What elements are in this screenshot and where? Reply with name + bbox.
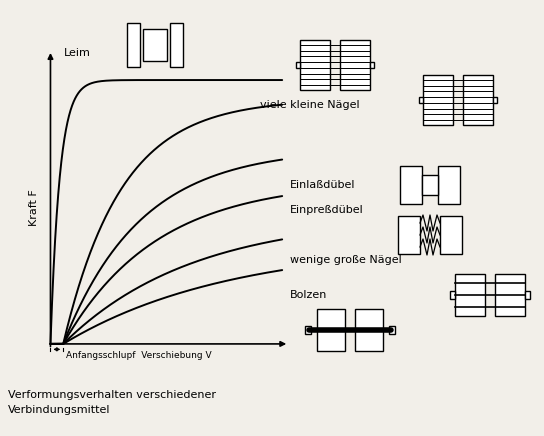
Bar: [422, 175, 438, 195]
Text: wenige große Nägel: wenige große Nägel: [290, 255, 402, 265]
Bar: [300, 40, 330, 90]
Text: Verformungsverhalten verschiedener: Verformungsverhalten verschiedener: [8, 390, 216, 400]
Bar: [525, 291, 530, 299]
Bar: [296, 62, 300, 68]
Bar: [450, 291, 455, 299]
Text: Einlaßdübel: Einlaßdübel: [290, 180, 355, 190]
Bar: [419, 97, 423, 103]
Bar: [438, 166, 460, 204]
Text: Verbindungsmittel: Verbindungsmittel: [8, 405, 110, 415]
Bar: [440, 216, 462, 254]
Bar: [398, 216, 420, 254]
Text: Kraft F: Kraft F: [29, 190, 39, 226]
Bar: [400, 166, 422, 204]
Bar: [493, 97, 497, 103]
Text: Leim: Leim: [64, 48, 91, 58]
Bar: [127, 23, 140, 67]
Bar: [455, 274, 485, 316]
Text: Einpreßdübel: Einpreßdübel: [290, 205, 364, 215]
Bar: [495, 274, 525, 316]
Bar: [355, 309, 383, 351]
Bar: [317, 309, 345, 351]
Text: Anfangsschlupf  Verschiebung V: Anfangsschlupf Verschiebung V: [65, 351, 211, 360]
Bar: [143, 29, 167, 61]
Bar: [370, 62, 374, 68]
Bar: [170, 23, 183, 67]
Text: viele kleine Nägel: viele kleine Nägel: [260, 100, 360, 110]
Bar: [423, 75, 453, 125]
Bar: [305, 326, 311, 334]
Bar: [340, 40, 370, 90]
Bar: [389, 326, 395, 334]
Bar: [463, 75, 493, 125]
Text: Bolzen: Bolzen: [290, 290, 327, 300]
